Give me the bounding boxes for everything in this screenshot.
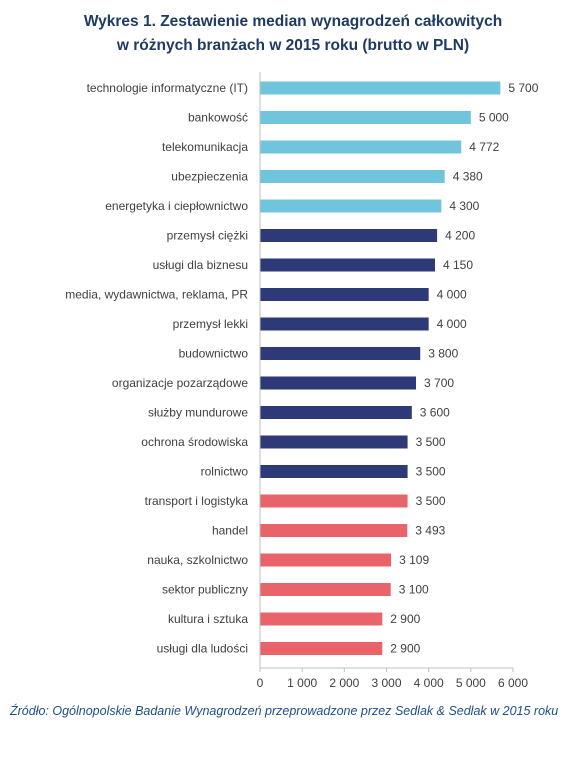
data-label: 2 900 [390, 612, 420, 626]
x-tick-label: 6 000 [498, 676, 528, 690]
category-label: rolnictwo [201, 465, 249, 479]
bar [260, 317, 429, 331]
bar [260, 199, 442, 213]
x-tick-label: 3 000 [371, 676, 401, 690]
category-label: nauka, szkolnictwo [147, 553, 248, 567]
category-label: usługi dla biznesu [153, 258, 248, 272]
x-tick-label: 0 [257, 676, 264, 690]
category-label: bankowość [188, 111, 248, 125]
category-label: budownictwo [179, 347, 249, 361]
bar [260, 465, 408, 478]
category-label: przemysł lekki [173, 317, 248, 331]
bar [260, 347, 421, 360]
data-label: 3 600 [420, 406, 450, 420]
category-label: technologie informatyczne (IT) [87, 81, 248, 95]
data-label: 4 000 [437, 288, 467, 302]
category-label: telekomunikacja [162, 140, 248, 154]
category-label: organizacje pozarządowe [112, 376, 248, 390]
source-note: Źródło: Ogólnopolskie Badanie Wynagrodze… [10, 704, 559, 718]
category-label: ochrona środowiska [141, 435, 248, 449]
category-label: energetyka i ciepłownictwo [105, 199, 248, 213]
bar-chart: technologie informatyczne (IT) 5 700 banko… [65, 72, 539, 690]
data-label: 4 300 [449, 199, 479, 213]
category-label: media, wydawnictwa, reklama, PR [65, 288, 248, 302]
bar [260, 406, 412, 419]
bar [260, 258, 435, 272]
data-label: 3 700 [424, 376, 454, 390]
bar [260, 81, 501, 95]
data-label: 3 109 [399, 553, 429, 567]
data-label: 4 772 [469, 140, 499, 154]
bar [260, 612, 383, 626]
bar [260, 642, 383, 655]
category-label: kultura i sztuka [168, 612, 248, 626]
x-tick-label: 4 000 [414, 676, 444, 690]
data-label: 4 380 [453, 170, 483, 184]
data-label: 3 493 [415, 524, 445, 538]
data-label: 4 150 [443, 258, 473, 272]
category-label: przemysł ciężki [167, 229, 248, 243]
data-label: 3 800 [428, 347, 458, 361]
bar [260, 288, 429, 301]
bar [260, 170, 445, 183]
x-tick-label: 5 000 [456, 676, 486, 690]
bar [260, 494, 408, 508]
data-label: 3 100 [399, 583, 429, 597]
x-tick-label: 2 000 [329, 676, 359, 690]
data-label: 4 200 [445, 229, 475, 243]
bar [260, 111, 471, 124]
category-label: sektor publiczny [162, 583, 248, 597]
data-label: 5 000 [479, 111, 509, 125]
data-label: 5 700 [508, 81, 538, 95]
data-label: 3 500 [416, 465, 446, 479]
bar [260, 140, 462, 154]
chart-title-line-2: w różnych branżach w 2015 roku (brutto w… [116, 37, 470, 54]
bar [260, 435, 408, 449]
data-label: 4 000 [437, 317, 467, 331]
category-label: transport i logistyka [145, 494, 249, 508]
bar [260, 553, 392, 567]
bar [260, 524, 408, 537]
bar [260, 229, 438, 242]
category-label: handel [212, 524, 248, 538]
chart-title: Wykres 1. Zestawienie median wynagrodzeń… [0, 10, 586, 58]
chart-title-line-1: Wykres 1. Zestawienie median wynagrodzeń… [83, 13, 503, 30]
x-tick-label: 1 000 [287, 676, 317, 690]
category-label: usługi dla ludości [157, 642, 248, 656]
bar [260, 376, 417, 390]
data-label: 3 500 [416, 435, 446, 449]
category-label: ubezpieczenia [171, 170, 248, 184]
bar [260, 583, 391, 596]
data-label: 3 500 [416, 494, 446, 508]
data-label: 2 900 [390, 642, 420, 656]
category-label: służby mundurowe [148, 406, 248, 420]
